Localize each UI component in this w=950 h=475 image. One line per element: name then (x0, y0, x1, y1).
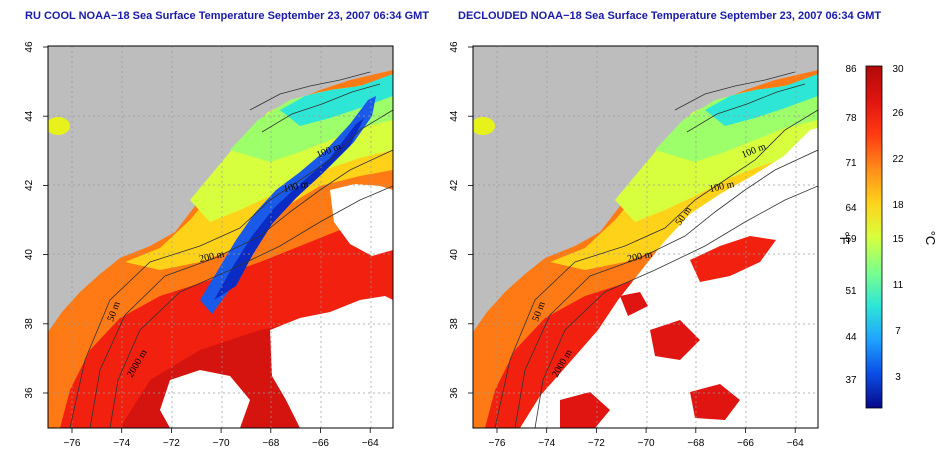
fahrenheit-tick-label: 59 (845, 234, 857, 245)
x-tick-label: −68 (687, 438, 704, 449)
y-tick-label: 40 (449, 249, 460, 261)
x-tick-label: −76 (489, 438, 506, 449)
celsius-tick-label: 11 (893, 280, 904, 291)
celsius-tick-label: 30 (892, 64, 904, 75)
y-tick-label: 46 (449, 41, 460, 53)
right-gridlines (473, 46, 818, 428)
x-tick-label: −66 (737, 438, 754, 449)
fahrenheit-tick-label: 86 (845, 64, 857, 75)
fahrenheit-tick-label: 64 (845, 203, 857, 214)
clear-warm-patch (560, 392, 610, 428)
lake-patch (473, 117, 495, 135)
x-tick-label: −70 (213, 438, 230, 449)
x-tick-label: −66 (312, 438, 329, 449)
lake-patch (48, 117, 70, 135)
y-tick-label: 40 (24, 249, 35, 261)
y-tick-label: 46 (24, 41, 35, 53)
y-tick-label: 36 (24, 387, 35, 399)
left-map-panel: 100 m 100 m 200 m 50 m 2000 m (47, 45, 394, 429)
clear-warm-patch (650, 320, 700, 360)
x-tick-label: −72 (588, 438, 605, 449)
y-tick-label: 42 (449, 179, 460, 191)
x-tick-label: −68 (262, 438, 279, 449)
cloud-area (160, 370, 250, 428)
masked-cloud-area (520, 128, 818, 428)
colorbar-scale (865, 65, 883, 409)
coldest-shelf (705, 74, 818, 126)
x-tick-label: −74 (113, 438, 130, 449)
clear-warm-patch (620, 292, 648, 316)
x-tick-label: −64 (362, 438, 379, 449)
celsius-tick-label: 7 (895, 326, 901, 337)
cloud-area (330, 184, 393, 256)
right-panel-title: DECLOUDED NOAA−18 Sea Surface Temperatur… (458, 10, 882, 22)
contour-label: 100 m (708, 179, 735, 195)
x-tick-label: −70 (638, 438, 655, 449)
celsius-tick-label: 22 (892, 154, 904, 165)
colorbar: 86 78 71 64 59 51 44 37 30 26 22 18 15 11 7 3 °F °C (837, 64, 938, 409)
x-tick-label: −76 (64, 438, 81, 449)
celsius-tick-label: 15 (892, 234, 904, 245)
right-map-body (473, 46, 818, 428)
right-map-panel: 100 m 100 m 50 m 200 m 50 m 2000 m (472, 45, 819, 429)
fahrenheit-tick-label: 51 (845, 286, 857, 297)
left-bathymetry-contours (69, 71, 393, 428)
fahrenheit-tick-label: 37 (845, 375, 857, 386)
celsius-tick-label: 3 (895, 372, 901, 383)
y-tick-label: 38 (449, 318, 460, 330)
clear-warm-patch (690, 384, 740, 420)
celsius-tick-label: 26 (892, 108, 904, 119)
fahrenheit-tick-label: 71 (845, 158, 857, 169)
y-tick-label: 38 (24, 318, 35, 330)
map-axes: −76 −74 −72 −70 −68 −66 −64 36 38 40 42 44 46 −76 −74 −… (24, 41, 804, 449)
y-tick-label: 36 (449, 387, 460, 399)
fahrenheit-tick-label: 44 (845, 332, 857, 343)
left-gridlines (48, 46, 393, 428)
cloud-area (270, 296, 393, 428)
x-tick-label: −72 (163, 438, 180, 449)
right-map-frame (472, 45, 819, 429)
left-panel-title: RU COOL NOAA−18 Sea Surface Temperature … (25, 10, 430, 22)
fahrenheit-unit-label: °F (837, 231, 852, 244)
contour-label: 200 m (198, 249, 225, 265)
deep-cold-streak (214, 118, 364, 300)
coldest-shelf (280, 74, 393, 126)
y-tick-label: 44 (24, 110, 35, 122)
contour-label: 200 m (626, 249, 653, 265)
contour-label: 100 m (282, 179, 309, 195)
left-map-body (48, 46, 393, 428)
clear-warm-patch (690, 236, 776, 282)
left-map-frame (47, 45, 394, 429)
right-bathymetry-contours (494, 71, 818, 428)
celsius-tick-label: 18 (892, 200, 904, 211)
x-tick-label: −74 (538, 438, 555, 449)
celsius-unit-label: °C (923, 231, 938, 246)
y-tick-label: 42 (24, 179, 35, 191)
y-tick-label: 44 (449, 110, 460, 122)
colorbar-ticks: 86 78 71 64 59 51 44 37 30 26 22 18 15 11 7 3 (845, 64, 904, 386)
fahrenheit-tick-label: 78 (845, 113, 857, 124)
x-tick-label: −64 (787, 438, 804, 449)
